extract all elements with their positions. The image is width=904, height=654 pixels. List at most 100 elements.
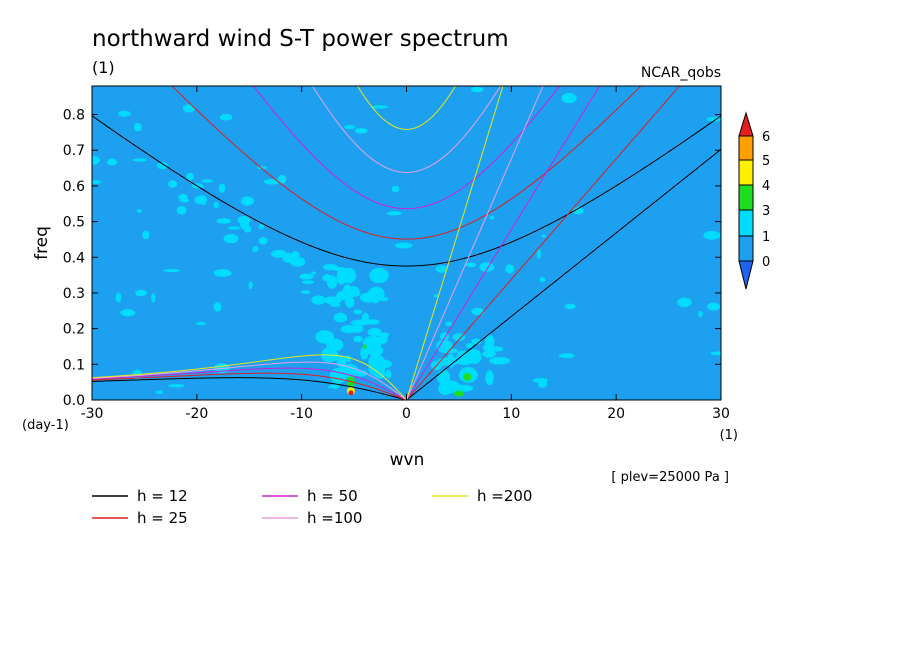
spectrum-speck xyxy=(311,271,316,275)
spectrum-speck xyxy=(710,351,721,356)
spectrum-speck xyxy=(561,92,577,104)
chart-title: northward wind S-T power spectrum xyxy=(92,26,509,52)
rossby-curve-h12 xyxy=(92,377,407,400)
spectrum-speck xyxy=(248,281,253,290)
spectrum-patch xyxy=(330,302,341,307)
y-tick-label: 0.1 xyxy=(63,357,85,373)
legend-label: h = 12 xyxy=(137,487,188,505)
chart-subtitle-left: (1) xyxy=(92,58,115,77)
spectrum-speck xyxy=(385,369,392,379)
spectrum-speck xyxy=(258,223,265,230)
spectrum-patch xyxy=(484,334,495,350)
spectrum-speck xyxy=(258,237,268,245)
spectrum-patch xyxy=(336,268,347,285)
inertia-gravity-curve-h200 xyxy=(356,86,457,130)
spectrum-speck xyxy=(219,113,233,121)
plot-area xyxy=(91,85,722,401)
spectrum-speck xyxy=(532,377,548,383)
spectrum-speck xyxy=(354,127,368,134)
x-axis-label: wvn xyxy=(390,450,425,470)
spectrum-speck xyxy=(136,209,142,213)
spectrum-speck xyxy=(558,353,575,359)
spectrum-speck xyxy=(703,230,721,240)
spectrum-speck xyxy=(470,86,484,93)
spectrum-speck xyxy=(343,125,356,130)
colorbar-box xyxy=(738,159,754,186)
spectrum-peak xyxy=(348,390,354,396)
spectrum-speck xyxy=(216,218,232,224)
colorbar-label: 4 xyxy=(762,179,770,194)
spectrum-speck xyxy=(707,302,720,311)
spectrum-patch xyxy=(344,355,352,363)
spectrum-speck xyxy=(564,303,576,310)
spectrum-speck xyxy=(698,310,703,317)
spectrum-patch xyxy=(452,333,466,342)
spectrum-patch xyxy=(350,319,369,326)
spectrum-patch xyxy=(366,337,377,351)
legend-label: h = 50 xyxy=(307,487,358,505)
spectrum-speck xyxy=(322,274,333,282)
spectrum-patch xyxy=(467,349,482,365)
spectrum-speck xyxy=(218,183,226,193)
spectrum-speck xyxy=(168,180,178,188)
legend-label: h =100 xyxy=(307,509,362,527)
spectrum-speck xyxy=(489,215,495,220)
spectrum-speck xyxy=(133,122,142,132)
spectrum-speck xyxy=(199,195,208,205)
colorbar-box xyxy=(738,209,754,237)
legend: h = 12 h = 25 h = 50 h =100 h =200 xyxy=(92,487,532,527)
colorbar-box xyxy=(738,235,754,262)
colorbar-label: 0 xyxy=(762,255,770,270)
spectrum-speck xyxy=(156,162,169,170)
spectrum-patch xyxy=(471,338,482,345)
spectrum-peak xyxy=(346,376,355,389)
spectrum-speck xyxy=(299,273,314,280)
spectrum-patch xyxy=(369,267,389,284)
spectrum-speck xyxy=(120,309,136,317)
spectrum-speck xyxy=(227,226,241,230)
colorbar-label: 5 xyxy=(762,154,770,169)
dispersion-curves xyxy=(92,86,721,400)
spectrum-speck xyxy=(270,249,287,258)
spectrum-speck xyxy=(277,174,287,184)
spectrum-speck xyxy=(505,264,515,274)
spectrum-speck xyxy=(195,321,207,326)
colorbar: 6 5 4 3 1 0 xyxy=(738,111,770,290)
spectrum-speck xyxy=(176,206,187,215)
spectrum-patch xyxy=(365,319,380,325)
inertia-gravity-curve-h12 xyxy=(92,115,721,267)
spectrum-patch xyxy=(465,343,474,349)
inertia-gravity-curve-h100 xyxy=(311,86,502,173)
spectrum-speck xyxy=(243,225,252,233)
y-axis-label: freq xyxy=(32,226,52,260)
y-tick-label: 0.8 xyxy=(63,108,85,124)
y-axis: 0.0 0.1 0.2 0.3 0.4 0.5 0.6 0.7 0.8 xyxy=(63,108,721,409)
spectrum-speck xyxy=(92,155,100,165)
x-tick-label: 20 xyxy=(607,406,625,422)
colorbar-label: 1 xyxy=(762,230,770,245)
y-tick-label: 0.5 xyxy=(63,215,85,231)
spectrum-peak xyxy=(453,390,464,397)
x-tick-label: 30 xyxy=(712,406,730,422)
spectrum-patch xyxy=(484,375,493,382)
y-tick-label: 0.0 xyxy=(63,393,85,409)
x-tick-label: -10 xyxy=(290,406,313,422)
spectrum-speck xyxy=(223,234,239,244)
spectrum-patch xyxy=(360,346,369,360)
spectrum-speck xyxy=(386,211,402,216)
spectrum-patch xyxy=(368,361,386,377)
spectrum-speck xyxy=(201,179,214,183)
spectrum-speck xyxy=(536,248,541,260)
spectrum-speck xyxy=(178,194,189,201)
spectrum-patch xyxy=(353,370,368,377)
y-axis-unit: (day-1) xyxy=(22,418,69,433)
spectrum-speck xyxy=(336,290,351,301)
kelvin-curve-h100 xyxy=(406,86,544,400)
spectrum-speck xyxy=(142,230,150,240)
spectrum-speck xyxy=(168,384,185,388)
spectrum-speck xyxy=(237,215,251,225)
spectrum-patch xyxy=(351,324,364,333)
rossby-curve-h50 xyxy=(92,367,407,400)
inertia-gravity-curve-h25 xyxy=(171,86,642,240)
spectrum-speck xyxy=(370,105,388,109)
